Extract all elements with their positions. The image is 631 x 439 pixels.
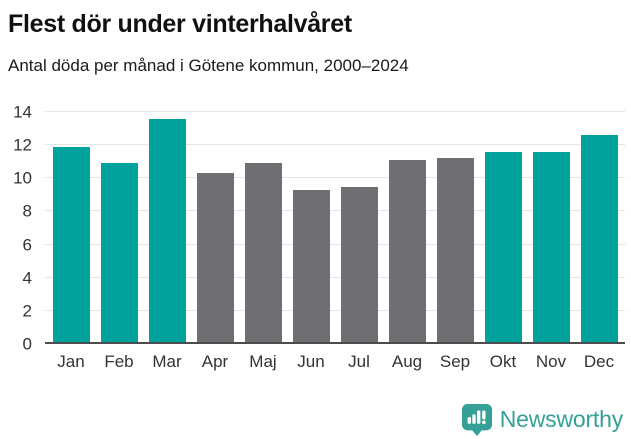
bar-cell [383, 112, 431, 344]
bar-cell [527, 112, 575, 344]
bar-cell [335, 112, 383, 344]
bar-chart: 0 2 4 6 8 10 12 14 [13, 104, 625, 353]
bar-jul [340, 186, 378, 344]
x-axis: Jan Feb Mar Apr Maj Jun Jul Aug Sep Okt Nov Dec [45, 352, 625, 372]
bar-cell [95, 112, 143, 344]
gridline [45, 309, 625, 311]
x-axis-tick-label: Feb [104, 352, 134, 371]
bar-cell [575, 112, 623, 344]
gridline [45, 144, 625, 146]
bar-cell [479, 112, 527, 344]
gridline [45, 243, 625, 245]
gridline [45, 177, 625, 179]
bar-maj [244, 163, 282, 344]
bar-cell [239, 112, 287, 344]
y-axis-tick-label: 14 [13, 102, 32, 122]
newsworthy-logo-icon [461, 403, 492, 436]
bar-feb [100, 163, 138, 344]
x-axis-tick-label: Jun [297, 352, 325, 371]
bar-cell [143, 112, 191, 344]
x-axis-tick-label: Mar [152, 352, 182, 371]
x-axis-tick-label: Jan [57, 352, 85, 371]
gridline [45, 111, 625, 112]
bar-apr [196, 173, 234, 344]
y-axis: 0 2 4 6 8 10 12 14 [0, 104, 40, 353]
x-axis-tick-label: Nov [535, 352, 567, 371]
x-axis-tick-label: Jul [348, 352, 370, 371]
brand-footer: Newsworthy [461, 403, 623, 436]
bar-cell [431, 112, 479, 344]
bar-dec [580, 135, 618, 344]
bar-cell [191, 112, 239, 344]
bar-sep [436, 158, 474, 344]
bar-mar [148, 118, 186, 344]
y-axis-tick-label: 4 [22, 268, 32, 288]
y-axis-tick-label: 0 [22, 334, 32, 354]
x-axis-tick-label: Apr [201, 352, 229, 371]
gridline [45, 210, 625, 212]
y-axis-tick-label: 10 [13, 168, 32, 188]
x-axis-tick-label: Dec [583, 352, 615, 371]
y-axis-tick-label: 6 [22, 235, 32, 255]
bar-jun [292, 189, 330, 344]
x-axis-tick-label: Aug [391, 352, 423, 371]
bar-nov [532, 151, 570, 344]
x-axis-tick-label: Sep [439, 352, 471, 371]
gridline [45, 276, 625, 278]
bar-okt [484, 151, 522, 344]
y-axis-tick-label: 2 [22, 301, 32, 321]
page-subtitle: Antal döda per månad i Götene kommun, 20… [8, 56, 409, 75]
bar-jan [52, 146, 90, 344]
page-title: Flest dör under vinterhalvåret [8, 10, 352, 38]
bar-cell [47, 112, 95, 344]
chart-header: Flest dör under vinterhalvåret Antal död… [0, 0, 631, 77]
brand-name: Newsworthy [499, 406, 623, 432]
x-axis-tick-label: Maj [249, 352, 277, 371]
y-axis-tick-label: 12 [13, 135, 32, 155]
bar-aug [388, 160, 426, 344]
y-axis-tick-label: 8 [22, 201, 32, 221]
bars-row [45, 112, 625, 344]
x-axis-tick-label: Okt [489, 352, 517, 371]
bar-cell [287, 112, 335, 344]
x-axis-baseline [45, 342, 625, 344]
